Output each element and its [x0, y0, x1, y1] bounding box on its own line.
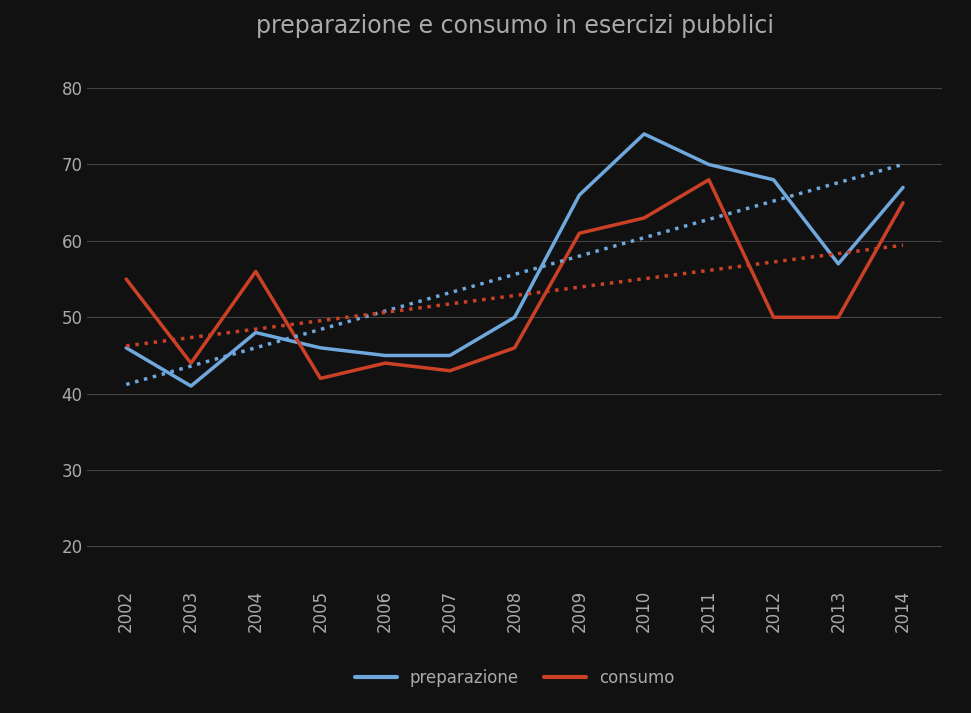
- preparazione: [120, 344, 132, 352]
- consumo: [250, 267, 261, 276]
- preparazione: [638, 130, 650, 138]
- preparazione: [703, 160, 715, 169]
- preparazione: [444, 352, 455, 360]
- consumo: [638, 214, 650, 222]
- preparazione: [250, 328, 261, 337]
- Line: preparazione: preparazione: [126, 134, 903, 386]
- Line: consumo: consumo: [126, 180, 903, 379]
- consumo: [768, 313, 780, 322]
- consumo: [380, 359, 391, 367]
- preparazione: [380, 352, 391, 360]
- consumo: [574, 229, 586, 237]
- Title: preparazione e consumo in esercizi pubblici: preparazione e consumo in esercizi pubbl…: [255, 14, 774, 39]
- Legend: preparazione, consumo: preparazione, consumo: [349, 662, 681, 694]
- consumo: [509, 344, 520, 352]
- consumo: [120, 275, 132, 283]
- consumo: [897, 198, 909, 207]
- consumo: [185, 359, 197, 367]
- preparazione: [574, 191, 586, 200]
- consumo: [703, 175, 715, 184]
- preparazione: [185, 381, 197, 390]
- preparazione: [315, 344, 326, 352]
- preparazione: [832, 260, 844, 268]
- consumo: [444, 366, 455, 375]
- consumo: [315, 374, 326, 383]
- preparazione: [897, 183, 909, 192]
- preparazione: [509, 313, 520, 322]
- preparazione: [768, 175, 780, 184]
- consumo: [832, 313, 844, 322]
